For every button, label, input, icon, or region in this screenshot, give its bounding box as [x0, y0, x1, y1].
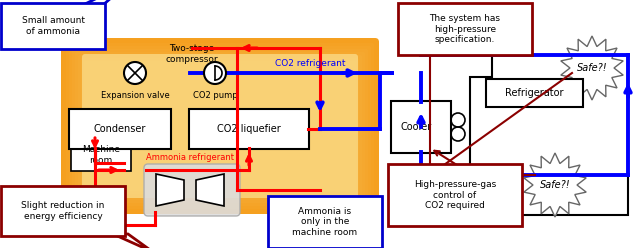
Text: Expansion valve: Expansion valve — [100, 91, 170, 100]
Text: Safe?!: Safe?! — [577, 63, 607, 73]
Text: Small amount
of ammonia: Small amount of ammonia — [22, 16, 84, 36]
FancyBboxPatch shape — [105, 82, 335, 170]
Circle shape — [124, 62, 146, 84]
FancyBboxPatch shape — [90, 67, 350, 185]
FancyBboxPatch shape — [398, 3, 532, 55]
Text: The system has
high-pressure
specification.: The system has high-pressure specificati… — [429, 14, 500, 44]
FancyBboxPatch shape — [78, 55, 362, 197]
Text: CO2 refrigerant: CO2 refrigerant — [275, 59, 345, 68]
Text: Slight reduction in
energy efficiency: Slight reduction in energy efficiency — [21, 201, 105, 221]
FancyBboxPatch shape — [391, 101, 451, 153]
FancyBboxPatch shape — [189, 109, 309, 149]
Text: CO2 liquefier: CO2 liquefier — [217, 124, 281, 134]
Polygon shape — [524, 153, 586, 217]
FancyBboxPatch shape — [75, 52, 365, 200]
FancyBboxPatch shape — [1, 186, 125, 236]
FancyBboxPatch shape — [102, 79, 338, 173]
Text: Condenser: Condenser — [94, 124, 146, 134]
Text: CO2 pump: CO2 pump — [193, 91, 237, 100]
FancyBboxPatch shape — [61, 38, 379, 214]
Text: Two-stage
compressor: Two-stage compressor — [166, 44, 218, 64]
Text: Refrigerator: Refrigerator — [505, 88, 564, 98]
FancyBboxPatch shape — [1, 3, 105, 49]
Text: Cooler: Cooler — [401, 122, 431, 132]
Text: Machine
room: Machine room — [82, 145, 120, 165]
FancyBboxPatch shape — [82, 54, 358, 198]
Polygon shape — [83, 0, 128, 5]
Polygon shape — [265, 246, 300, 248]
FancyBboxPatch shape — [144, 164, 240, 216]
FancyBboxPatch shape — [99, 76, 341, 176]
FancyBboxPatch shape — [96, 73, 344, 179]
Polygon shape — [561, 36, 623, 100]
Polygon shape — [196, 174, 224, 206]
FancyBboxPatch shape — [108, 85, 332, 167]
Polygon shape — [113, 234, 153, 248]
FancyBboxPatch shape — [81, 58, 359, 194]
Text: High-pressure-gas
control of
CO2 required: High-pressure-gas control of CO2 require… — [414, 180, 496, 210]
FancyBboxPatch shape — [93, 70, 347, 182]
Polygon shape — [156, 174, 184, 206]
FancyBboxPatch shape — [486, 79, 583, 107]
FancyBboxPatch shape — [69, 109, 171, 149]
FancyBboxPatch shape — [84, 61, 356, 191]
FancyBboxPatch shape — [66, 43, 374, 209]
FancyBboxPatch shape — [268, 196, 382, 248]
FancyBboxPatch shape — [69, 46, 371, 206]
Text: Ammonia refrigerant: Ammonia refrigerant — [146, 153, 234, 162]
FancyBboxPatch shape — [388, 164, 522, 226]
FancyBboxPatch shape — [72, 49, 368, 203]
Text: Ammonia is
only in the
machine room: Ammonia is only in the machine room — [292, 207, 358, 237]
Text: Safe?!: Safe?! — [540, 180, 570, 190]
FancyBboxPatch shape — [71, 139, 131, 171]
FancyBboxPatch shape — [87, 64, 353, 188]
Circle shape — [204, 62, 226, 84]
